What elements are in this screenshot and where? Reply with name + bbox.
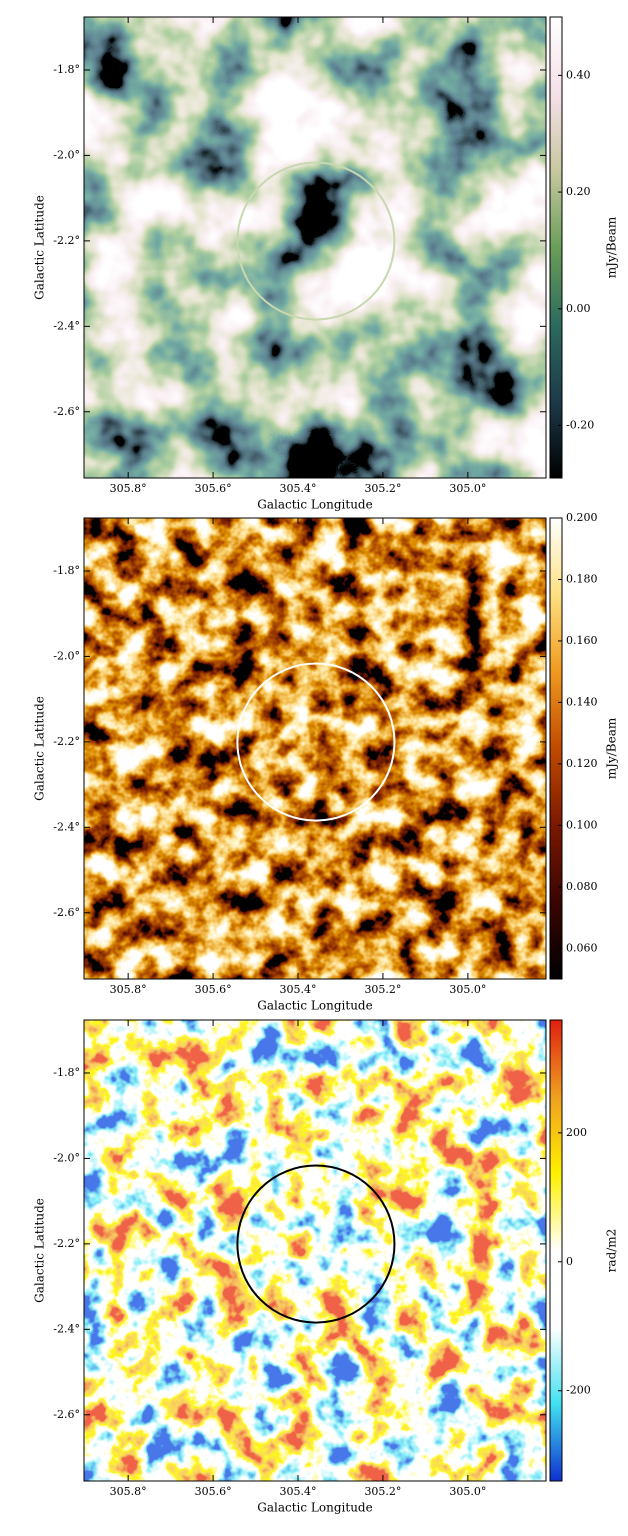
y-tick-label: -2.4° <box>53 1322 80 1335</box>
colorbar-tick-label: 0 <box>566 1255 573 1268</box>
colorbar-tick-label: -200 <box>566 1384 591 1397</box>
colorbar-tick-label: 0.060 <box>566 941 598 954</box>
y-axis-label: Galactic Latitude <box>33 696 47 801</box>
y-tick-label: -2.0° <box>53 148 80 161</box>
colorbar-tick-label: 0.20 <box>566 185 591 198</box>
colorbar-tick-label: 0.160 <box>566 634 598 647</box>
colorbar-tick-label: -0.20 <box>566 418 594 431</box>
colorbar-tick-label: 0.40 <box>566 68 591 81</box>
colorbar-label: rad/m2 <box>605 1229 619 1273</box>
colorbar-label: mJy/Beam <box>605 216 619 278</box>
x-tick-label: 305.0° <box>449 983 486 996</box>
x-tick-label: 305.2° <box>364 983 401 996</box>
x-tick-label: 305.8° <box>110 1485 147 1498</box>
x-tick-label: 305.2° <box>364 482 401 495</box>
y-tick-label: -2.4° <box>53 319 80 332</box>
x-tick-label: 305.4° <box>280 1485 317 1498</box>
colorbar <box>549 1019 563 1482</box>
y-tick-label: -2.6° <box>53 1408 80 1421</box>
plot-frame <box>83 16 547 479</box>
y-tick-label: -1.8° <box>53 63 80 76</box>
colorbar-tick-label: 0.100 <box>566 818 598 831</box>
x-tick-label: 305.0° <box>449 1485 486 1498</box>
colorbar-tick-label: 0.180 <box>566 572 598 585</box>
y-tick-label: -2.6° <box>53 906 80 919</box>
x-tick-label: 305.0° <box>449 482 486 495</box>
y-tick-label: -2.0° <box>53 649 80 662</box>
colorbar <box>549 517 563 980</box>
colorbar-tick-label: 0.080 <box>566 880 598 893</box>
x-axis-label: Galactic Longitude <box>257 498 372 512</box>
colorbar-tick-label: 0.00 <box>566 302 591 315</box>
plot-frame <box>83 1019 547 1482</box>
y-tick-label: -2.0° <box>53 1151 80 1164</box>
map-image <box>84 518 546 979</box>
y-tick-label: -2.6° <box>53 405 80 418</box>
plot-frame <box>83 517 547 980</box>
y-axis-label: Galactic Latitude <box>33 195 47 300</box>
map-image <box>84 17 546 478</box>
y-tick-label: -1.8° <box>53 1066 80 1079</box>
y-tick-label: -1.8° <box>53 564 80 577</box>
region-circle <box>236 1164 396 1324</box>
colorbar-tick-label: 0.140 <box>566 695 598 708</box>
map-image <box>84 1020 546 1481</box>
y-tick-label: -2.2° <box>53 234 80 247</box>
x-axis-label: Galactic Longitude <box>257 999 372 1013</box>
region-circle <box>236 662 396 822</box>
x-tick-label: 305.6° <box>195 1485 232 1498</box>
colorbar-tick-label: 0.120 <box>566 757 598 770</box>
colorbar-tick-label: 0.200 <box>566 511 598 524</box>
x-tick-label: 305.6° <box>195 482 232 495</box>
x-tick-label: 305.4° <box>280 482 317 495</box>
colorbar-label: mJy/Beam <box>605 717 619 779</box>
y-tick-label: -2.2° <box>53 735 80 748</box>
colorbar-tick-label: 200 <box>566 1126 587 1139</box>
x-tick-label: 305.8° <box>110 482 147 495</box>
y-tick-label: -2.4° <box>53 820 80 833</box>
region-circle <box>236 161 396 321</box>
y-tick-label: -2.2° <box>53 1237 80 1250</box>
x-tick-label: 305.8° <box>110 983 147 996</box>
x-tick-label: 305.6° <box>195 983 232 996</box>
y-axis-label: Galactic Latitude <box>33 1198 47 1303</box>
x-tick-label: 305.2° <box>364 1485 401 1498</box>
colorbar <box>549 16 563 479</box>
x-axis-label: Galactic Longitude <box>257 1501 372 1515</box>
x-tick-label: 305.4° <box>280 983 317 996</box>
